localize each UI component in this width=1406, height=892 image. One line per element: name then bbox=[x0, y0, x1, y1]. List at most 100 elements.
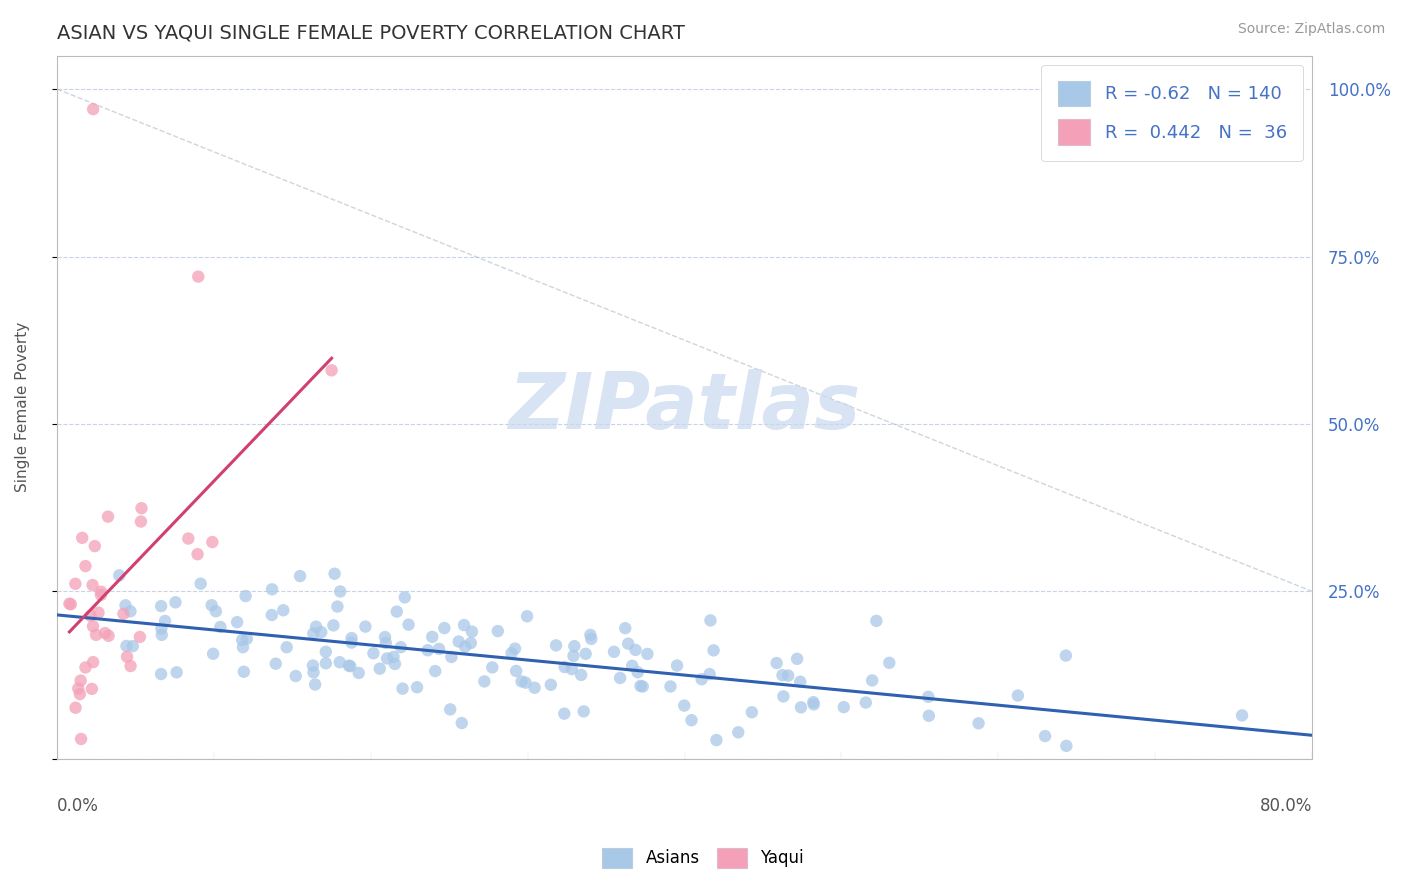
Point bbox=[385, 605, 408, 619]
Point bbox=[741, 705, 763, 719]
Point bbox=[321, 363, 343, 377]
Point bbox=[120, 659, 142, 673]
Point bbox=[447, 634, 470, 648]
Point bbox=[790, 700, 813, 714]
Point bbox=[673, 698, 696, 713]
Point bbox=[153, 614, 176, 628]
Point bbox=[235, 589, 257, 603]
Point bbox=[340, 631, 363, 645]
Point bbox=[540, 678, 562, 692]
Point bbox=[326, 599, 349, 614]
Point bbox=[150, 628, 173, 642]
Point bbox=[772, 668, 794, 682]
Point bbox=[706, 733, 728, 747]
Point bbox=[609, 671, 631, 685]
Point bbox=[69, 687, 91, 701]
Point bbox=[486, 624, 509, 638]
Point bbox=[624, 643, 647, 657]
Point bbox=[150, 622, 173, 636]
Point bbox=[699, 614, 721, 628]
Point bbox=[315, 645, 337, 659]
Point bbox=[505, 664, 527, 678]
Point bbox=[1230, 708, 1253, 723]
Point bbox=[82, 619, 104, 633]
Text: ASIAN VS YAQUI SINGLE FEMALE POVERTY CORRELATION CHART: ASIAN VS YAQUI SINGLE FEMALE POVERTY COR… bbox=[58, 24, 685, 43]
Point bbox=[354, 619, 377, 633]
Point bbox=[94, 626, 117, 640]
Text: 0.0%: 0.0% bbox=[58, 797, 98, 815]
Point bbox=[79, 608, 101, 623]
Point bbox=[90, 584, 112, 599]
Point bbox=[276, 640, 298, 655]
Point bbox=[450, 716, 472, 731]
Point bbox=[515, 675, 537, 690]
Point bbox=[264, 657, 287, 671]
Point bbox=[389, 640, 412, 655]
Point bbox=[614, 621, 637, 635]
Point bbox=[681, 713, 703, 727]
Point bbox=[865, 614, 887, 628]
Point bbox=[420, 630, 443, 644]
Point bbox=[121, 639, 143, 653]
Point bbox=[84, 628, 107, 642]
Point bbox=[209, 620, 232, 634]
Point bbox=[304, 677, 326, 691]
Point bbox=[236, 632, 259, 646]
Point bbox=[166, 665, 188, 680]
Point bbox=[288, 569, 311, 583]
Point bbox=[70, 731, 93, 746]
Point bbox=[561, 662, 583, 676]
Point bbox=[329, 584, 352, 599]
Point bbox=[416, 643, 439, 657]
Y-axis label: Single Female Poverty: Single Female Poverty bbox=[15, 322, 30, 492]
Point bbox=[832, 700, 855, 714]
Point bbox=[523, 681, 546, 695]
Point bbox=[581, 632, 603, 646]
Point bbox=[636, 647, 658, 661]
Point bbox=[917, 690, 939, 704]
Point bbox=[187, 547, 209, 561]
Point bbox=[440, 649, 463, 664]
Point bbox=[232, 640, 254, 655]
Point bbox=[427, 641, 450, 656]
Point bbox=[1054, 648, 1077, 663]
Point bbox=[202, 647, 225, 661]
Point bbox=[114, 599, 136, 613]
Point bbox=[271, 603, 294, 617]
Point bbox=[579, 628, 602, 642]
Point bbox=[778, 668, 800, 682]
Point bbox=[727, 725, 749, 739]
Point bbox=[474, 674, 496, 689]
Point bbox=[631, 680, 654, 694]
Point bbox=[205, 604, 228, 618]
Point bbox=[630, 679, 652, 693]
Point bbox=[115, 639, 138, 653]
Point bbox=[621, 658, 644, 673]
Point bbox=[329, 655, 352, 669]
Point bbox=[59, 597, 82, 611]
Point bbox=[569, 668, 592, 682]
Point bbox=[131, 501, 153, 516]
Point bbox=[97, 629, 120, 643]
Point bbox=[375, 651, 398, 665]
Point bbox=[501, 646, 523, 660]
Point bbox=[83, 539, 105, 553]
Point bbox=[115, 649, 138, 664]
Point bbox=[967, 716, 990, 731]
Point bbox=[703, 643, 725, 657]
Point bbox=[128, 630, 150, 644]
Point bbox=[150, 599, 173, 614]
Point bbox=[340, 635, 363, 649]
Point bbox=[231, 632, 253, 647]
Point bbox=[260, 582, 283, 597]
Point bbox=[337, 658, 360, 673]
Point bbox=[65, 700, 87, 714]
Point bbox=[461, 624, 484, 639]
Point bbox=[82, 102, 104, 116]
Point bbox=[302, 626, 325, 640]
Legend: Asians, Yaqui: Asians, Yaqui bbox=[596, 841, 810, 875]
Point bbox=[201, 599, 224, 613]
Point bbox=[80, 681, 103, 696]
Point bbox=[65, 576, 87, 591]
Point bbox=[322, 618, 344, 632]
